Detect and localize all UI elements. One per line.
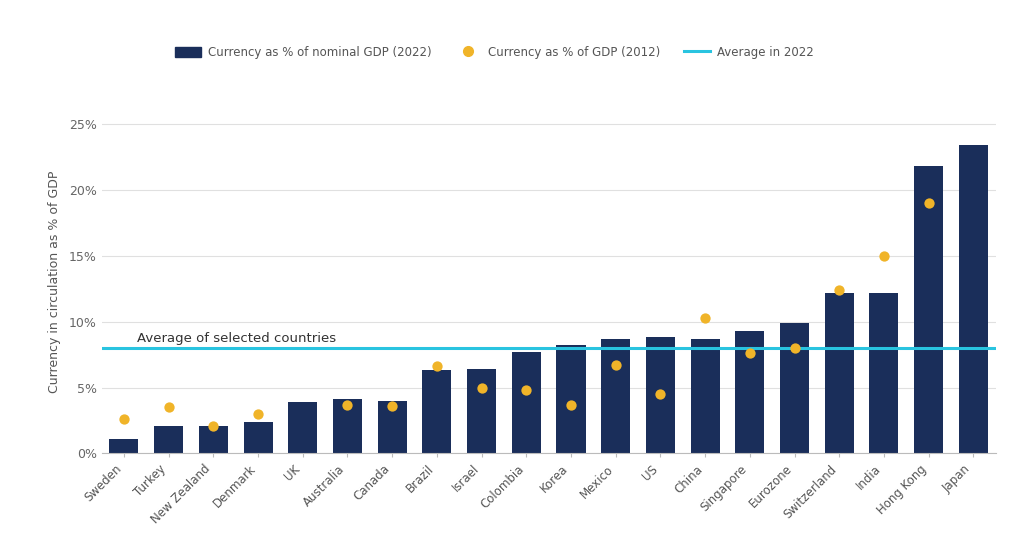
Bar [423, 371, 451, 453]
Point [161, 403, 177, 412]
Point [205, 421, 221, 430]
Text: Currency-GDP ratio (2022): Currency-GDP ratio (2022) [12, 12, 280, 30]
Bar [780, 323, 809, 453]
Bar [870, 293, 898, 453]
Bar [557, 345, 585, 453]
Point [652, 390, 669, 399]
Legend: Currency as % of nominal GDP (2022), Currency as % of GDP (2012), Average in 202: Currency as % of nominal GDP (2022), Cur… [170, 41, 819, 64]
Point [473, 383, 490, 392]
Y-axis label: Currency in circulation as % of GDP: Currency in circulation as % of GDP [48, 171, 61, 393]
Bar [199, 426, 228, 453]
Bar [914, 166, 943, 453]
Bar [154, 426, 183, 453]
Bar [333, 399, 362, 453]
Point [339, 400, 356, 409]
Point [697, 313, 713, 322]
Text: Average of selected countries: Average of selected countries [137, 332, 336, 345]
Bar [512, 352, 541, 453]
Point [563, 400, 579, 409]
Point [116, 415, 132, 424]
Bar [110, 439, 138, 453]
Point [250, 409, 266, 418]
Point [742, 349, 758, 358]
Bar [825, 293, 853, 453]
Bar [289, 402, 317, 453]
Point [831, 285, 847, 294]
Point [518, 386, 534, 395]
Point [920, 199, 937, 207]
Bar [736, 331, 764, 453]
Point [429, 362, 445, 371]
Bar [601, 339, 630, 453]
Point [876, 251, 892, 260]
Bar [467, 369, 496, 453]
Bar [378, 401, 406, 453]
Bar [959, 145, 988, 453]
Bar [244, 422, 272, 453]
Point [608, 361, 624, 369]
Bar [646, 337, 675, 453]
Point [786, 343, 803, 352]
Bar [691, 339, 719, 453]
Point [384, 401, 400, 410]
